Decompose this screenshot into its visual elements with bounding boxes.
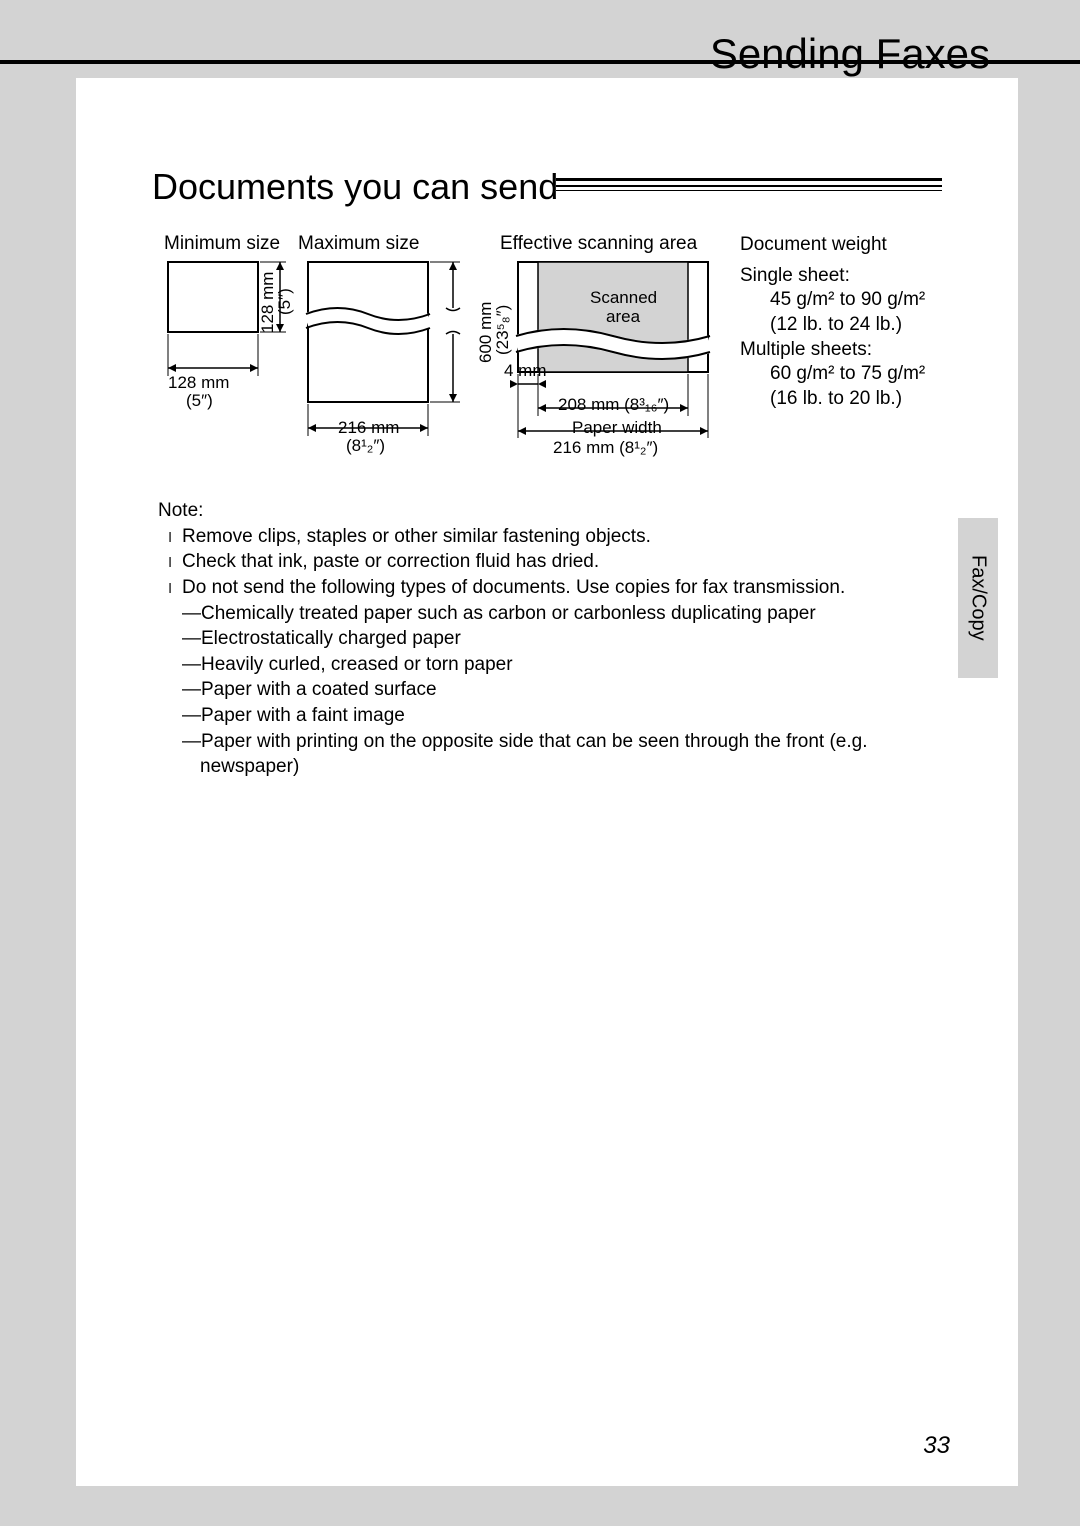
page-background: Sending Faxes Documents you can send Min… — [0, 0, 1080, 1526]
min-size-label: Minimum size — [164, 233, 280, 255]
side-tab-label: Fax/Copy — [967, 555, 990, 641]
min-width-in: (5″) — [186, 391, 213, 411]
single-gsm: 45 g/m² to 90 g/m² — [740, 288, 1000, 313]
note-d6: —Paper with printing on the opposite sid… — [158, 729, 918, 780]
bullet-icon: l — [158, 575, 182, 601]
max-size-label: Maximum size — [298, 233, 419, 255]
note-b3: Do not send the following types of docum… — [182, 575, 845, 601]
min-height-in: (5″) — [275, 288, 295, 315]
paper-width-label: Paper width — [572, 418, 662, 438]
max-width-mm: 216 mm — [338, 418, 399, 438]
max-width-in: (8¹₂″) — [346, 436, 385, 456]
section-rule — [556, 178, 942, 191]
multi-gsm: 60 g/m² to 75 g/m² — [740, 362, 1000, 387]
bullet-icon: l — [158, 524, 182, 550]
note-d3: —Heavily curled, creased or torn paper — [158, 652, 918, 678]
note-d5: —Paper with a faint image — [158, 703, 918, 729]
paper-width: 216 mm (8¹₂″) — [553, 438, 658, 458]
note-d4: —Paper with a coated surface — [158, 677, 918, 703]
note-heading: Note: — [158, 498, 918, 524]
document-weight-block: Document weight Single sheet: 45 g/m² to… — [740, 233, 1000, 412]
scanned-label: Scanned — [590, 288, 657, 308]
single-sheet-label: Single sheet: — [740, 264, 1000, 289]
note-b2: Check that ink, paste or correction flui… — [182, 549, 599, 575]
note-d2: —Electrostatically charged paper — [158, 626, 918, 652]
multi-lb: (16 lb. to 20 lb.) — [740, 387, 1000, 412]
single-lb: (12 lb. to 24 lb.) — [740, 313, 1000, 338]
side-tab: Fax/Copy — [958, 518, 998, 678]
content-area: Documents you can send Minimum size — [76, 78, 1018, 1486]
page-number: 33 — [923, 1432, 950, 1460]
notes-section: Note: lRemove clips, staples or other si… — [158, 498, 918, 780]
section-title: Documents you can send — [152, 166, 558, 208]
margin-label: 4 mm — [504, 361, 547, 381]
chapter-title: Sending Faxes — [710, 30, 990, 78]
weight-title: Document weight — [740, 233, 1000, 258]
bullet-icon: l — [158, 549, 182, 575]
multi-sheet-label: Multiple sheets: — [740, 338, 1000, 363]
note-d1: —Chemically treated paper such as carbon… — [158, 601, 918, 627]
area-label: area — [606, 307, 640, 327]
scan-width: 208 mm (8³₁₆″) — [558, 395, 669, 415]
scan-area-label: Effective scanning area — [500, 233, 697, 255]
note-b1: Remove clips, staples or other similar f… — [182, 524, 651, 550]
min-width-mm: 128 mm — [168, 373, 229, 393]
chapter-rule — [0, 60, 1080, 64]
